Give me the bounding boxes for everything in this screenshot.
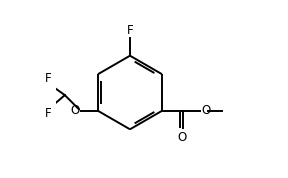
Text: O: O — [201, 104, 211, 117]
Text: F: F — [127, 24, 133, 37]
Text: F: F — [45, 72, 52, 85]
Text: O: O — [178, 130, 187, 143]
Text: O: O — [71, 104, 80, 117]
Text: F: F — [45, 107, 52, 120]
